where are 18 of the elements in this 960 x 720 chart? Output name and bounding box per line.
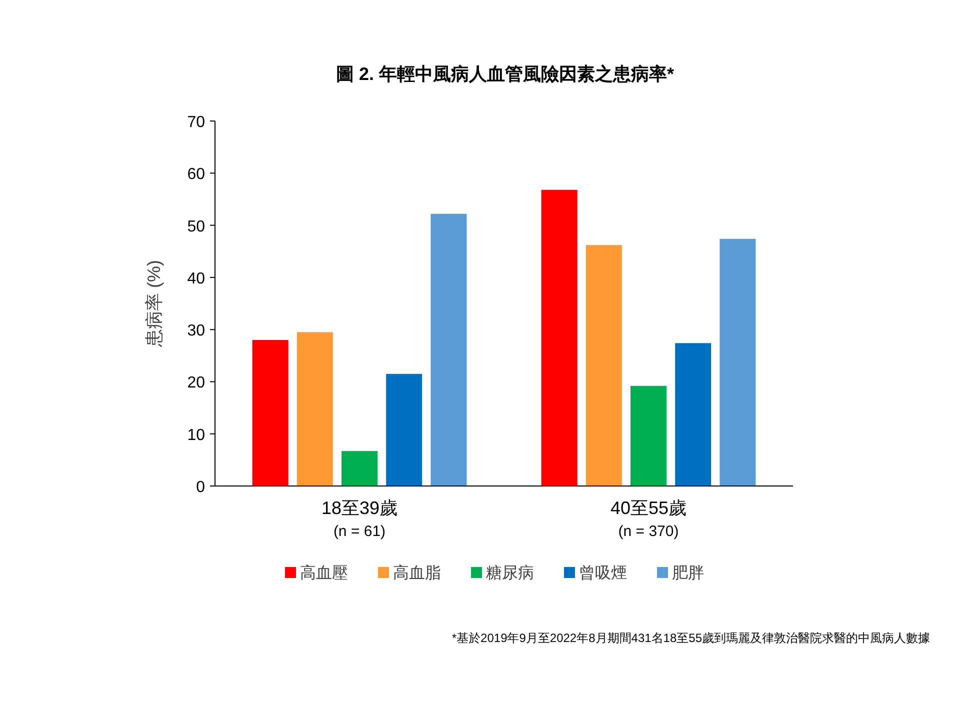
y-tick-label: 10 xyxy=(187,426,206,444)
x-tick-label: 18至39歲 (n = 61) xyxy=(321,498,398,540)
legend-label: 高血脂 xyxy=(393,564,441,582)
legend-label: 肥胖 xyxy=(672,565,704,582)
y-tick-label: 30 xyxy=(187,322,206,340)
y-tick-label: 20 xyxy=(187,374,206,392)
x-tick-label: 40至55歲 (n = 370) xyxy=(610,498,687,540)
legend-label: 糖尿病 xyxy=(486,564,534,582)
text: *基於2019年9月至2022年8月期間431名18至55歲到瑪麗及律敦治醫院求醫的中風病人數據 xyxy=(452,631,930,645)
y-tick-label: 0 xyxy=(196,479,206,496)
y-tick-label: 40 xyxy=(187,270,206,288)
legend-label: 高血壓 xyxy=(300,564,348,582)
chart-title: 圖 2. 年輕中風病人血管風險因素之患病率* xyxy=(336,64,674,84)
y-tick-label: 50 xyxy=(187,218,206,236)
y-tick-label: 70 xyxy=(187,114,206,131)
y-axis-title: 患病率 (%) xyxy=(144,260,164,348)
y-tick-label: 60 xyxy=(187,166,206,184)
legend-label: 曾吸煙 xyxy=(579,564,627,582)
